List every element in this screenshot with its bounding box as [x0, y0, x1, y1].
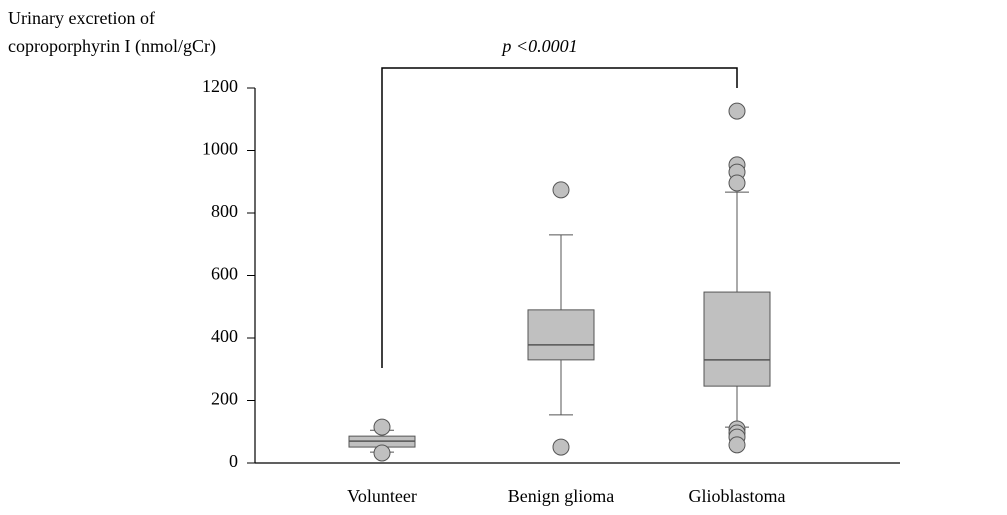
y-tick-label: 1000 — [202, 139, 238, 159]
y-tick-label: 800 — [211, 201, 238, 221]
outlier — [728, 436, 746, 454]
outlier — [728, 174, 746, 192]
box — [527, 309, 595, 361]
y-tick-label: 1200 — [202, 76, 238, 96]
outlier — [373, 418, 391, 436]
y-tick-label: 400 — [211, 326, 238, 346]
y-tick-label: 0 — [229, 451, 238, 471]
outlier — [552, 438, 570, 456]
x-tick-label: Glioblastoma — [689, 486, 786, 506]
annotation: p <0.0001 — [500, 36, 577, 56]
outlier — [728, 102, 746, 120]
x-tick-label: Volunteer — [347, 486, 417, 506]
significance-bracket — [381, 67, 738, 368]
outlier — [373, 444, 391, 462]
y-tick-label: 200 — [211, 389, 238, 409]
y-tick-label: 600 — [211, 264, 238, 284]
x-tick-label: Benign glioma — [508, 486, 615, 506]
outlier — [552, 181, 570, 199]
y-axis-label: coproporphyrin I (nmol/gCr) — [8, 36, 216, 57]
box — [703, 291, 771, 387]
y-axis-label: Urinary excretion of — [8, 8, 155, 28]
